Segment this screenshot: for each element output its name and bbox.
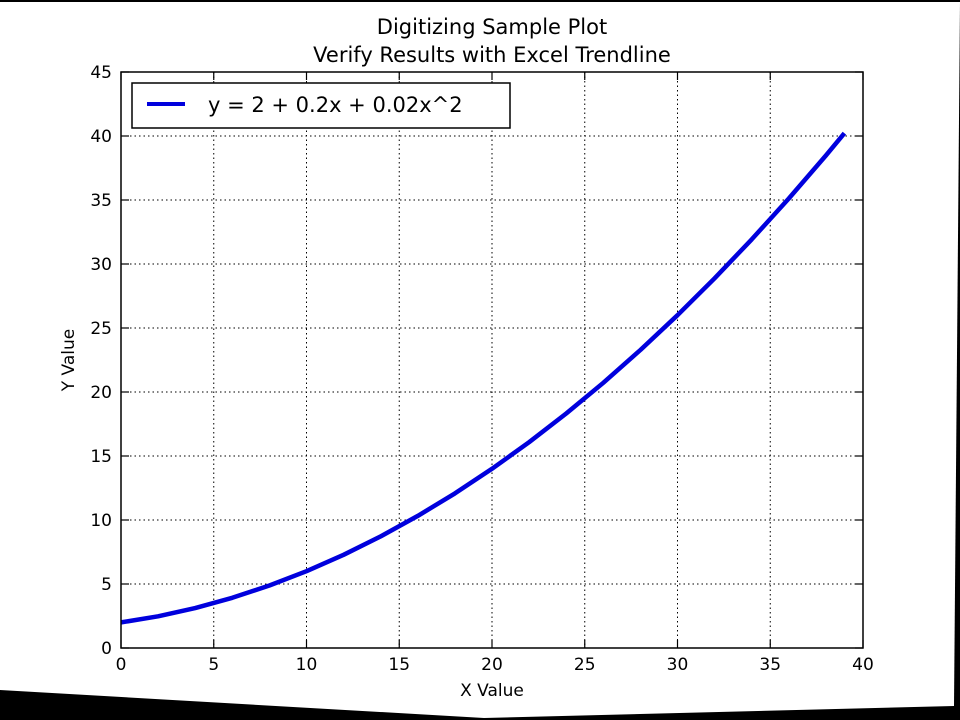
y-tick-label: 40 xyxy=(90,127,112,147)
x-tick-label: 25 xyxy=(574,655,596,675)
chart-title-line: Digitizing Sample Plot xyxy=(377,15,607,39)
y-tick-label: 20 xyxy=(90,383,112,403)
y-tick-label: 10 xyxy=(90,511,112,531)
x-tick-label: 5 xyxy=(208,655,219,675)
y-tick-label: 45 xyxy=(90,63,112,83)
x-tick-label: 20 xyxy=(481,655,503,675)
y-tick-label: 25 xyxy=(90,319,112,339)
x-tick-label: 30 xyxy=(667,655,689,675)
legend: y = 2 + 0.2x + 0.02x^2 xyxy=(131,82,511,129)
axis-ticks: 0 5 10 15 20 25 30 35 40 0 5 10 15 20 25 30 35 40 45 xyxy=(90,63,873,675)
series-line xyxy=(120,131,847,625)
legend-label: y = 2 + 0.2x + 0.02x^2 xyxy=(208,93,463,117)
y-tick-label: 0 xyxy=(101,639,112,659)
x-tick-label: 0 xyxy=(116,655,127,675)
y-tick-label: 35 xyxy=(90,191,112,211)
x-tick-label: 15 xyxy=(388,655,410,675)
series-layer xyxy=(120,131,847,625)
chart-title: Digitizing Sample Plot Verify Results wi… xyxy=(313,15,671,67)
x-tick-label: 40 xyxy=(852,655,874,675)
x-axis-label: X Value xyxy=(460,681,524,701)
x-tick-label: 35 xyxy=(759,655,781,675)
y-tick-label: 5 xyxy=(101,575,112,595)
x-tick-label: 10 xyxy=(296,655,318,675)
chart-subtitle-line: Verify Results with Excel Trendline xyxy=(313,43,671,67)
y-axis-label: Y Value xyxy=(59,329,79,392)
y-tick-label: 15 xyxy=(90,447,112,467)
legend-frame xyxy=(131,82,511,129)
y-tick-label: 30 xyxy=(90,255,112,275)
grid xyxy=(121,72,863,648)
